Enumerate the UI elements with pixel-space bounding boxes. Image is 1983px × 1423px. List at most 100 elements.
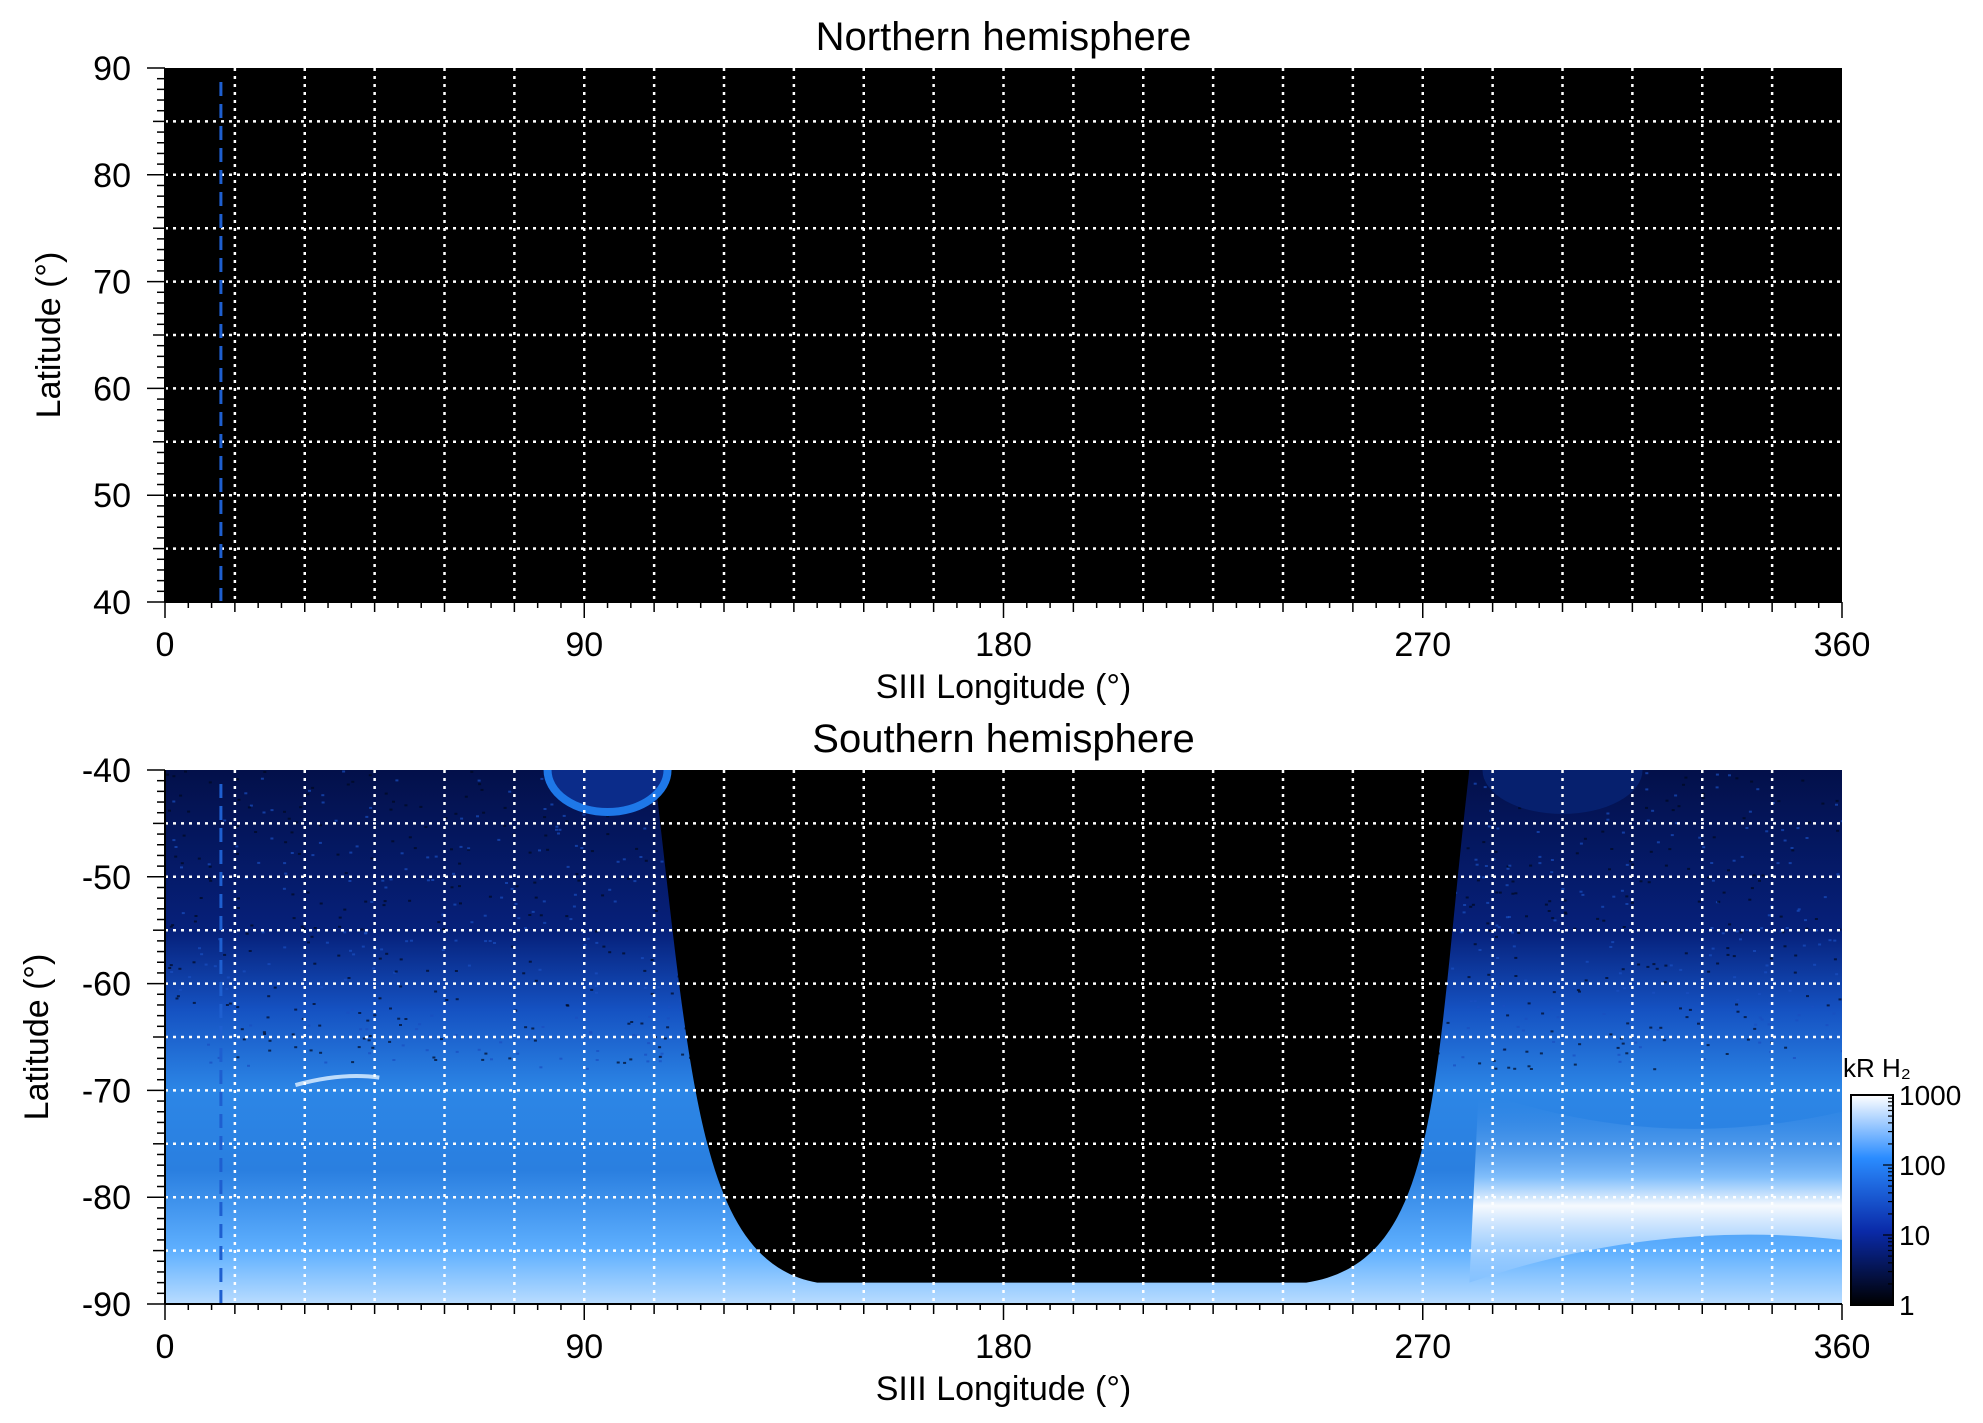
noise-speck xyxy=(1492,858,1496,861)
noise-speck xyxy=(608,888,612,891)
noise-speck xyxy=(606,833,610,836)
noise-speck xyxy=(1536,831,1540,833)
noise-speck xyxy=(1836,873,1840,876)
noise-speck xyxy=(424,826,428,828)
noise-speck xyxy=(484,1052,488,1055)
noise-speck xyxy=(658,1055,662,1058)
noise-speck xyxy=(1563,911,1567,914)
noise-speck xyxy=(263,771,267,773)
noise-speck xyxy=(1679,1007,1682,1010)
noise-speck xyxy=(1736,999,1740,1001)
noise-speck xyxy=(184,770,187,773)
noise-speck xyxy=(1494,985,1498,988)
noise-speck xyxy=(654,909,658,912)
noise-speck xyxy=(1679,968,1683,971)
noise-speck xyxy=(445,999,449,1001)
noise-speck xyxy=(262,1031,266,1034)
noise-speck xyxy=(1495,924,1499,927)
noise-speck xyxy=(325,941,329,944)
noise-speck xyxy=(1625,863,1629,866)
noise-speck xyxy=(1736,1010,1740,1013)
x-tick-label: 90 xyxy=(565,1328,603,1366)
noise-speck xyxy=(1677,805,1681,808)
noise-speck xyxy=(192,961,196,964)
noise-speck xyxy=(458,885,461,888)
noise-speck xyxy=(595,991,598,994)
noise-speck xyxy=(484,940,488,943)
noise-speck xyxy=(566,1004,570,1007)
unobserved-region xyxy=(654,770,1470,1283)
noise-speck xyxy=(392,1059,396,1061)
noise-speck xyxy=(1638,1046,1642,1049)
noise-speck xyxy=(640,957,644,960)
noise-speck xyxy=(1525,1050,1529,1053)
noise-speck xyxy=(213,965,217,968)
y-tick-label: 50 xyxy=(93,477,131,515)
noise-speck xyxy=(311,786,315,789)
noise-speck xyxy=(455,998,459,1001)
noise-speck xyxy=(1475,863,1479,866)
noise-speck xyxy=(1611,941,1615,944)
noise-speck xyxy=(431,879,435,881)
noise-speck xyxy=(324,1061,328,1064)
noise-speck xyxy=(1502,1004,1506,1007)
noise-speck xyxy=(359,1028,363,1031)
noise-speck xyxy=(318,841,322,844)
noise-speck xyxy=(364,900,368,903)
noise-speck xyxy=(1655,967,1659,970)
noise-speck xyxy=(1494,1067,1498,1070)
noise-speck xyxy=(644,1053,648,1056)
x-tick-label: 90 xyxy=(565,626,603,664)
noise-speck xyxy=(483,914,487,917)
noise-speck xyxy=(538,968,542,971)
noise-speck xyxy=(1553,919,1557,922)
noise-speck xyxy=(244,792,248,795)
noise-speck xyxy=(1552,991,1556,994)
noise-speck xyxy=(1492,1059,1496,1062)
noise-speck xyxy=(415,1028,419,1031)
south-y-ticks: -40 -50 -60 -70 -80 -90 xyxy=(82,752,166,1324)
noise-speck xyxy=(1483,786,1487,789)
noise-speck xyxy=(543,816,547,819)
noise-speck xyxy=(1750,887,1754,890)
noise-speck xyxy=(1550,859,1554,861)
noise-speck xyxy=(338,925,342,928)
noise-speck xyxy=(1469,905,1473,908)
noise-speck xyxy=(575,873,579,876)
noise-speck xyxy=(247,1064,250,1067)
noise-speck xyxy=(565,915,569,918)
noise-speck xyxy=(399,1024,402,1026)
noise-speck xyxy=(199,897,203,899)
noise-speck xyxy=(362,1037,366,1040)
noise-speck xyxy=(1497,926,1501,929)
noise-speck xyxy=(1561,887,1565,890)
noise-speck xyxy=(1716,962,1720,965)
noise-speck xyxy=(1840,1050,1842,1053)
noise-speck xyxy=(1516,1025,1520,1028)
noise-speck xyxy=(1446,1021,1450,1024)
noise-speck xyxy=(1476,879,1480,882)
noise-speck xyxy=(268,1049,272,1052)
noise-speck xyxy=(1495,935,1498,938)
y-tick-label: 80 xyxy=(93,157,131,195)
noise-speck xyxy=(301,1017,305,1020)
noise-speck xyxy=(1788,862,1792,865)
noise-speck xyxy=(643,827,647,830)
noise-speck xyxy=(187,810,191,813)
noise-speck xyxy=(1514,956,1518,959)
noise-speck xyxy=(1793,971,1797,974)
noise-speck xyxy=(1792,1057,1796,1059)
noise-speck xyxy=(1564,912,1568,915)
noise-speck xyxy=(319,824,323,827)
y-tick-label: 70 xyxy=(93,264,131,302)
noise-speck xyxy=(1461,1056,1465,1059)
noise-speck xyxy=(1462,911,1466,914)
noise-speck xyxy=(1715,786,1719,789)
noise-speck xyxy=(208,877,212,880)
noise-speck xyxy=(514,902,518,905)
noise-speck xyxy=(1711,879,1715,882)
noise-speck xyxy=(681,1053,685,1056)
noise-speck xyxy=(1665,799,1669,802)
noise-speck xyxy=(1784,1046,1788,1049)
noise-speck xyxy=(678,1007,682,1010)
